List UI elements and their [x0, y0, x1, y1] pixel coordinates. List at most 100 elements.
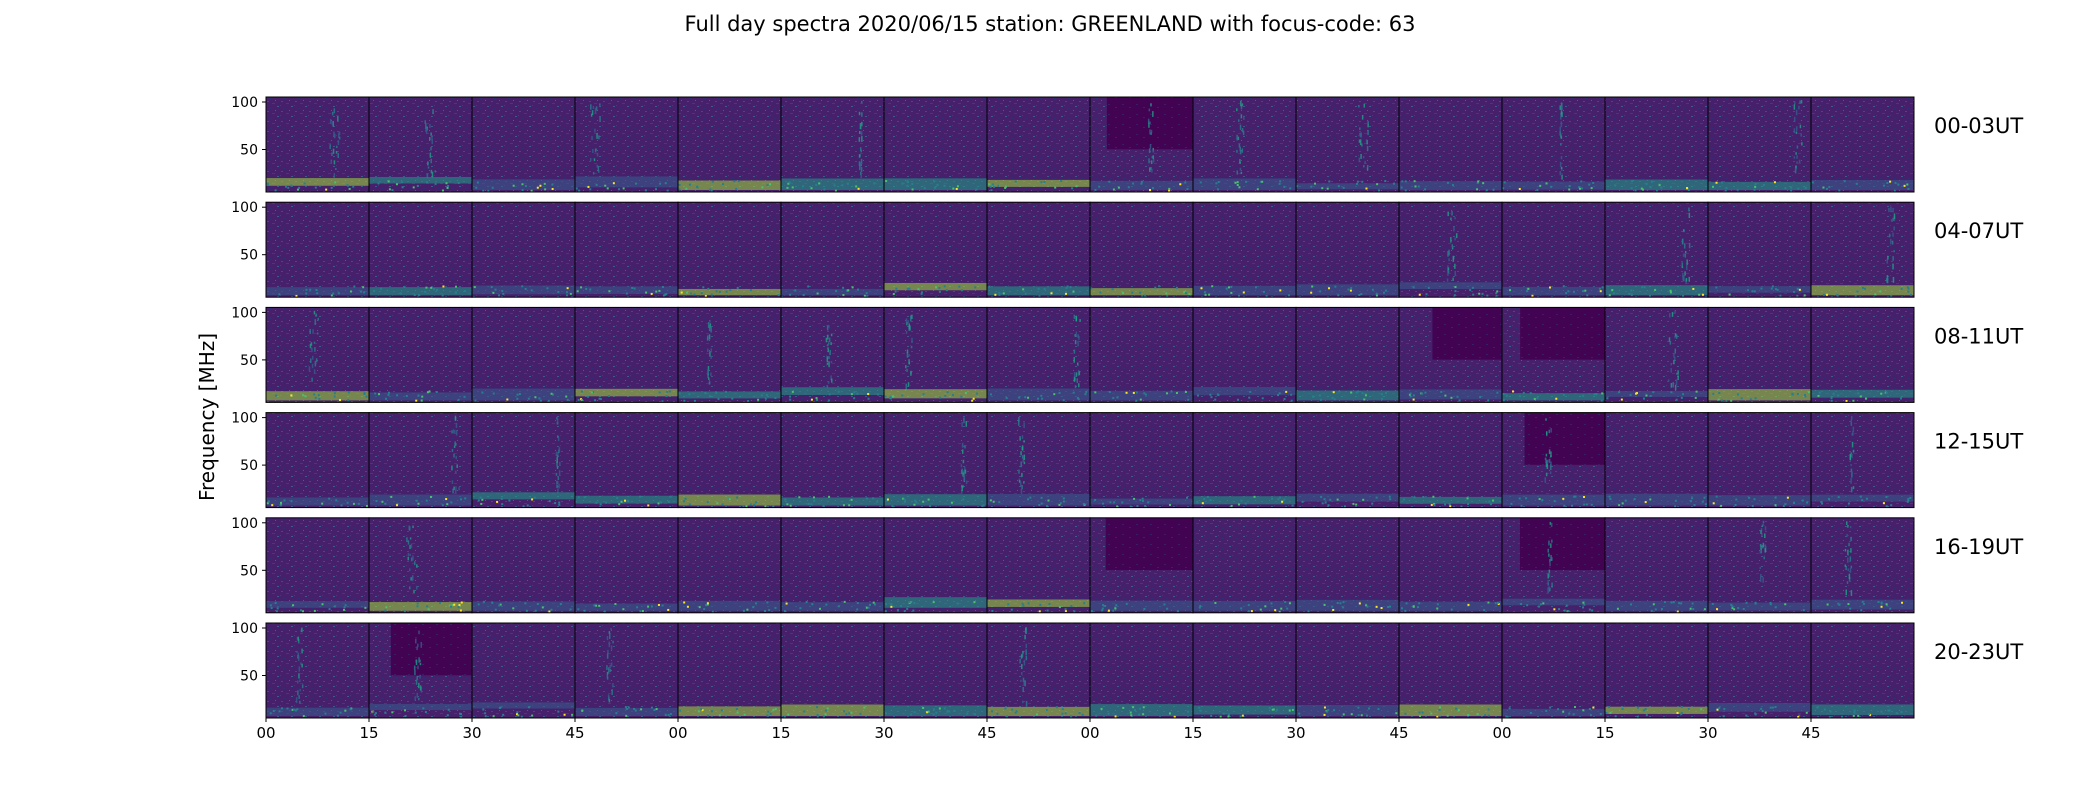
signal-speckle: [1380, 607, 1383, 610]
signal-speckle: [664, 293, 667, 296]
signal-speckle: [769, 183, 772, 186]
signal-speckle: [1467, 713, 1470, 716]
signal-speckle: [1271, 708, 1274, 711]
signal-speckle: [1039, 603, 1042, 606]
burst-streak: [296, 636, 299, 640]
signal-speckle: [867, 393, 870, 396]
signal-speckle: [1769, 603, 1772, 606]
signal-speckle: [333, 605, 336, 608]
signal-speckle: [581, 709, 584, 712]
signal-speckle: [938, 707, 941, 710]
signal-speckle: [1113, 501, 1116, 504]
signal-speckle: [1754, 397, 1757, 400]
burst-streak: [1023, 461, 1026, 465]
signal-speckle: [595, 183, 598, 186]
burst-streak: [1890, 219, 1893, 222]
burst-streak: [1453, 226, 1455, 232]
signal-speckle: [1769, 706, 1772, 709]
burst-streak: [1366, 145, 1369, 152]
signal-speckle: [1720, 181, 1723, 184]
burst-streak: [1021, 446, 1024, 451]
burst-streak: [593, 158, 596, 162]
signal-speckle: [524, 602, 527, 605]
signal-speckle: [666, 189, 669, 192]
burst-streak: [708, 377, 710, 381]
signal-speckle: [936, 183, 939, 186]
signal-speckle: [551, 187, 554, 190]
signal-speckle: [1323, 713, 1326, 716]
burst-streak: [416, 692, 418, 698]
signal-speckle: [1502, 393, 1505, 396]
signal-speckle: [998, 501, 1001, 504]
signal-speckle: [1109, 501, 1112, 504]
signal-speckle: [309, 288, 312, 291]
signal-speckle: [908, 287, 911, 290]
signal-speckle: [551, 183, 554, 186]
signal-speckle: [1453, 294, 1456, 297]
signal-speckle: [866, 295, 869, 298]
burst-streak: [429, 152, 432, 158]
signal-speckle: [1022, 288, 1025, 291]
burst-streak: [1764, 526, 1767, 531]
signal-speckle: [1422, 495, 1425, 498]
burst-streak: [1846, 533, 1848, 537]
signal-speckle: [1608, 495, 1611, 498]
signal-speckle: [665, 395, 668, 398]
signal-speckle: [1649, 498, 1652, 501]
burst-streak: [1019, 658, 1021, 664]
signal-speckle: [636, 606, 639, 609]
burst-streak: [299, 679, 301, 683]
signal-speckle: [1753, 290, 1756, 293]
spectrum-panel: [1501, 96, 1606, 193]
signal-speckle: [527, 397, 530, 400]
burst-streak: [1892, 276, 1895, 283]
burst-streak: [910, 315, 912, 322]
signal-speckle: [1754, 183, 1757, 186]
burst-streak: [1674, 333, 1677, 337]
burst-streak: [910, 371, 912, 376]
signal-speckle: [1550, 185, 1553, 188]
burst-streak: [1683, 243, 1686, 249]
signal-speckle: [1066, 285, 1069, 288]
low-frequency-band: [472, 179, 575, 190]
burst-streak: [830, 375, 832, 381]
signal-speckle: [1214, 398, 1217, 401]
burst-streak: [1850, 537, 1852, 541]
signal-speckle: [384, 711, 387, 714]
signal-speckle: [1487, 708, 1490, 711]
signal-speckle: [1826, 187, 1829, 190]
signal-speckle: [396, 502, 399, 505]
signal-speckle: [884, 395, 887, 398]
burst-streak: [1676, 372, 1678, 375]
signal-speckle: [816, 398, 819, 401]
signal-speckle: [1227, 286, 1230, 289]
signal-speckle: [599, 503, 602, 506]
signal-speckle: [502, 713, 505, 716]
burst-streak: [556, 417, 558, 420]
burst-streak: [1667, 379, 1670, 382]
burst-streak: [557, 480, 559, 484]
low-frequency-band: [1605, 179, 1708, 190]
signal-speckle: [1660, 186, 1663, 189]
burst-streak: [1684, 253, 1687, 258]
signal-speckle: [682, 500, 685, 503]
signal-speckle: [1278, 392, 1281, 395]
low-frequency-band: [1605, 285, 1708, 296]
burst-streak: [419, 659, 421, 662]
y-tick-label: 50: [240, 248, 258, 264]
signal-speckle: [1652, 391, 1655, 394]
burst-streak: [1892, 207, 1894, 213]
signal-speckle: [404, 714, 407, 717]
signal-speckle: [889, 396, 892, 399]
signal-speckle: [1270, 602, 1273, 605]
signal-speckle: [952, 187, 955, 190]
signal-speckle: [333, 392, 336, 395]
signal-speckle: [823, 188, 826, 191]
signal-speckle: [743, 713, 746, 716]
burst-streak: [559, 461, 561, 467]
burst-streak: [1020, 461, 1022, 468]
signal-speckle: [304, 395, 307, 398]
burst-streak: [860, 174, 862, 179]
